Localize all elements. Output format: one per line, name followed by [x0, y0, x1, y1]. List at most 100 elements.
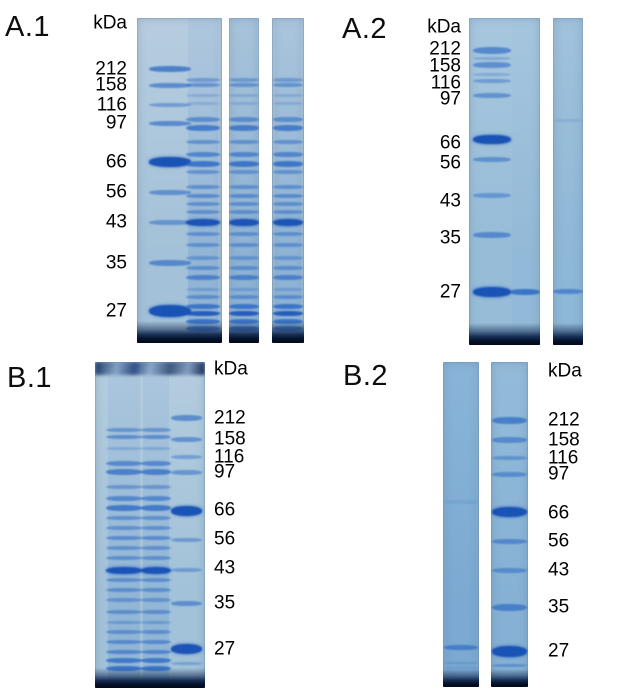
- protein-band: [273, 274, 303, 280]
- protein-band: [273, 93, 303, 97]
- protein-band: [141, 630, 171, 634]
- marker-label-56: 56: [439, 152, 461, 174]
- protein-band: [149, 66, 191, 72]
- protein-band: [141, 588, 171, 592]
- protein-band: [273, 151, 303, 157]
- protein-band: [473, 232, 511, 238]
- protein-band: [273, 125, 303, 131]
- protein-band: [186, 78, 220, 82]
- kda-unit-label: kDa: [93, 12, 127, 34]
- protein-band: [106, 546, 142, 550]
- marker-label-43: 43: [439, 190, 461, 212]
- marker-label-212: 212: [548, 409, 580, 431]
- protein-band: [141, 536, 171, 540]
- protein-band: [106, 640, 142, 644]
- protein-band: [229, 202, 259, 206]
- protein-band: [186, 194, 220, 198]
- marker-label-56: 56: [214, 528, 236, 550]
- kda-unit-label: kDa: [427, 16, 461, 38]
- protein-band: [141, 485, 171, 489]
- protein-band: [141, 446, 171, 450]
- protein-band: [273, 78, 303, 82]
- protein-band: [229, 210, 259, 214]
- ladder-lane: [149, 18, 191, 343]
- protein-band: [106, 526, 142, 530]
- protein-band: [473, 56, 511, 60]
- protein-band: [141, 526, 171, 530]
- protein-band: [229, 125, 259, 131]
- protein-band: [186, 256, 220, 260]
- marker-label-35: 35: [105, 252, 127, 274]
- sample-lane: [553, 18, 583, 345]
- marker-label-43: 43: [105, 211, 127, 233]
- gel-strip: [553, 18, 583, 345]
- sample-lane: [510, 18, 540, 345]
- protein-band: [149, 305, 191, 317]
- protein-band: [229, 287, 259, 291]
- protein-band: [492, 456, 527, 460]
- gel-strip: [137, 18, 222, 343]
- marker-label-116: 116: [548, 447, 579, 469]
- marker-label-66: 66: [439, 132, 461, 154]
- kda-unit-label: kDa: [214, 358, 248, 380]
- protein-band: [273, 161, 303, 167]
- protein-band: [229, 256, 259, 260]
- protein-band: [229, 93, 259, 97]
- protein-band: [106, 460, 142, 466]
- protein-band: [473, 72, 511, 76]
- panel-label-b1: B.1: [7, 362, 53, 394]
- protein-band: [229, 303, 259, 309]
- marker-label-97: 97: [105, 112, 127, 134]
- protein-band: [186, 170, 220, 174]
- protein-band: [273, 218, 303, 226]
- protein-band: [141, 516, 171, 520]
- marker-label-116: 116: [96, 94, 127, 116]
- panel-label-b2: B.2: [343, 360, 389, 392]
- protein-band: [186, 161, 220, 167]
- ladder-lane: [473, 18, 511, 345]
- marker-label-97: 97: [214, 461, 236, 483]
- protein-band: [273, 310, 303, 316]
- protein-band: [106, 566, 142, 574]
- protein-band: [186, 185, 220, 189]
- protein-band: [229, 116, 259, 122]
- protein-band: [553, 288, 583, 294]
- protein-band: [106, 446, 142, 450]
- protein-band: [186, 274, 220, 280]
- protein-band: [106, 485, 142, 489]
- protein-band: [141, 578, 171, 582]
- marker-label-35: 35: [548, 596, 570, 618]
- protein-band: [186, 310, 220, 316]
- protein-band: [171, 436, 202, 442]
- protein-band: [106, 516, 142, 520]
- protein-band: [273, 210, 303, 214]
- protein-band: [492, 663, 527, 667]
- protein-band: [171, 644, 202, 654]
- protein-band: [106, 588, 142, 592]
- kda-unit-label: kDa: [548, 360, 582, 382]
- protein-band: [273, 194, 303, 198]
- protein-band: [273, 243, 303, 247]
- sample-lane: [141, 362, 171, 688]
- sample-lane: [106, 362, 142, 688]
- ladder-lane: [171, 362, 202, 688]
- dye-front: [553, 323, 583, 345]
- marker-label-97: 97: [548, 463, 570, 485]
- protein-band: [141, 546, 171, 550]
- sample-lane: [444, 362, 478, 687]
- marker-label-158: 158: [429, 55, 461, 77]
- dye-front: [272, 321, 304, 343]
- protein-band: [171, 469, 202, 475]
- protein-band: [492, 645, 527, 657]
- protein-band: [171, 415, 202, 421]
- protein-band: [492, 603, 527, 611]
- protein-band: [171, 661, 202, 665]
- protein-band: [171, 538, 202, 542]
- protein-band: [171, 506, 202, 516]
- protein-band: [492, 471, 527, 477]
- protein-band: [141, 566, 171, 574]
- protein-band: [186, 116, 220, 122]
- protein-band: [229, 274, 259, 280]
- protein-band: [273, 295, 303, 299]
- protein-band: [106, 428, 142, 432]
